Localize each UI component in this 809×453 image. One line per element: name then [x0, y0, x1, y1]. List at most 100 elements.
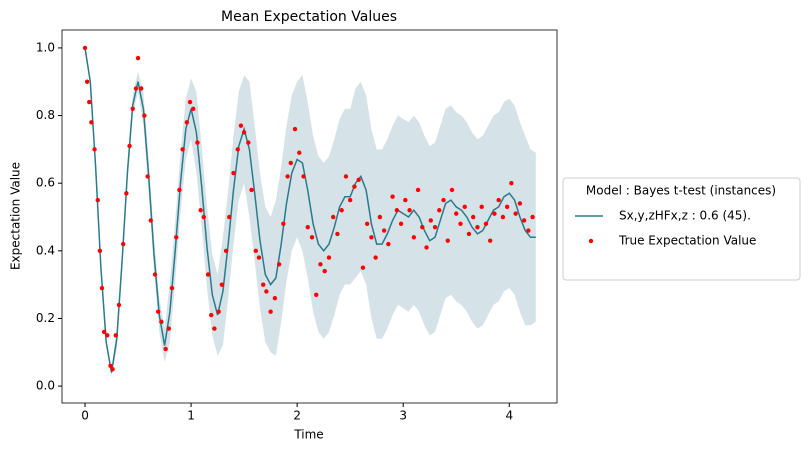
- scatter-point: [487, 238, 493, 243]
- scatter-point: [133, 86, 139, 91]
- scatter-point: [209, 312, 214, 318]
- scatter-point: [496, 197, 501, 203]
- scatter-point: [201, 214, 207, 220]
- scatter-point: [261, 282, 266, 287]
- scatter-point: [268, 309, 273, 314]
- scatter-point: [471, 214, 476, 220]
- scatter-point: [509, 180, 514, 186]
- scatter-point: [108, 363, 113, 369]
- scatter-point: [492, 211, 497, 216]
- scatter-point: [437, 208, 442, 213]
- scatter-point: [82, 45, 88, 51]
- y-tick-label: 0.0: [36, 379, 55, 393]
- x-tick-label: 3: [399, 409, 407, 423]
- chart-title: Mean Expectation Values: [221, 9, 397, 25]
- scatter-point: [386, 241, 391, 247]
- scatter-point: [95, 197, 100, 203]
- scatter-point: [335, 231, 340, 237]
- scatter-point: [381, 228, 387, 233]
- x-tick-label: 2: [293, 409, 301, 423]
- scatter-point: [309, 235, 315, 240]
- scatter-point: [445, 238, 450, 243]
- scatter-point: [180, 147, 185, 152]
- scatter-point: [163, 346, 168, 352]
- scatter-point: [441, 197, 446, 203]
- scatter-point: [145, 174, 150, 179]
- x-tick-label: 0: [81, 409, 89, 423]
- scatter-point: [526, 228, 531, 233]
- scatter-point: [322, 268, 327, 274]
- scatter-point: [139, 86, 144, 91]
- scatter-point: [152, 272, 158, 277]
- scatter-point: [403, 197, 408, 203]
- scatter-point: [285, 174, 290, 179]
- scatter-point: [235, 147, 240, 152]
- scatter-point: [483, 221, 489, 226]
- scatter-point: [530, 214, 535, 220]
- scatter-point: [142, 113, 147, 118]
- scatter-point: [352, 184, 357, 189]
- scatter-point: [223, 248, 229, 254]
- scatter-point: [394, 208, 400, 213]
- scatter-point: [249, 187, 254, 193]
- scatter-point: [415, 187, 421, 193]
- scatter-point: [369, 235, 374, 240]
- scatter-point: [339, 208, 344, 213]
- scatter-point: [113, 333, 118, 338]
- scatter-point: [227, 214, 232, 220]
- scatter-point: [97, 248, 103, 254]
- scatter-point: [256, 255, 262, 260]
- scatter-point: [177, 187, 182, 193]
- y-axis-label: Expectation Value: [9, 162, 23, 270]
- scatter-point: [238, 123, 244, 128]
- scatter-point: [187, 99, 193, 105]
- scatter-point: [212, 326, 217, 331]
- scatter-point: [458, 221, 463, 226]
- scatter-point: [89, 120, 94, 125]
- scatter-point: [373, 255, 378, 260]
- scatter-point: [364, 221, 370, 226]
- x-tick-label: 4: [505, 409, 513, 423]
- scatter-point: [219, 282, 225, 287]
- scatter-point: [305, 224, 310, 230]
- legend-title: Model : Bayes t-test (instances): [586, 184, 776, 198]
- scatter-point: [466, 231, 472, 237]
- scatter-point: [155, 309, 161, 314]
- y-tick-label: 0.2: [36, 311, 55, 325]
- scatter-point: [120, 241, 126, 247]
- scatter-point: [264, 289, 269, 294]
- scatter-point: [347, 197, 353, 203]
- plot-frame: [61, 29, 558, 404]
- scatter-point: [148, 218, 153, 223]
- scatter-point: [301, 174, 306, 179]
- scatter-point: [411, 235, 417, 240]
- scatter-point: [504, 204, 510, 210]
- scatter-point: [281, 221, 286, 226]
- scatter-point: [99, 285, 105, 291]
- scatter-point: [326, 255, 332, 260]
- scatter-point: [356, 177, 361, 183]
- scatter-point: [101, 329, 107, 335]
- legend-box: [562, 177, 801, 281]
- legend-label: True Expectation Value: [618, 234, 756, 248]
- scatter-point: [84, 79, 90, 84]
- scatter-point: [449, 187, 455, 193]
- scatter-point: [377, 214, 383, 220]
- scatter-point: [216, 309, 221, 314]
- scatter-point: [407, 208, 412, 213]
- scatter-point: [272, 295, 278, 301]
- scatter-point: [231, 170, 236, 176]
- scatter-point: [314, 292, 319, 297]
- scatter-point: [241, 130, 247, 135]
- scatter-point: [169, 285, 175, 291]
- scatter-point: [462, 204, 467, 210]
- scatter-point: [110, 366, 115, 372]
- scatter-point: [191, 106, 196, 111]
- scatter-point: [500, 214, 506, 220]
- scatter-point: [297, 150, 302, 155]
- scatter-point: [159, 319, 164, 325]
- scatter-point: [166, 326, 172, 331]
- scatter-point: [205, 272, 211, 277]
